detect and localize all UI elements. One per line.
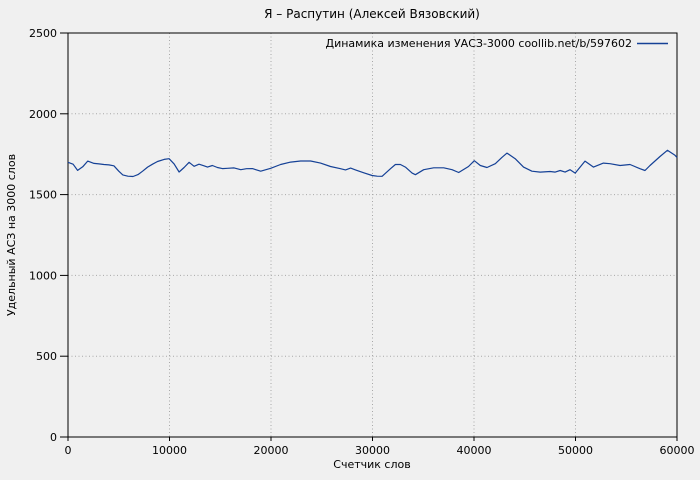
series-layer xyxy=(67,42,678,178)
grid-layer xyxy=(68,33,677,437)
x-tick-label: 30000 xyxy=(355,444,390,457)
y-tick-label: 1000 xyxy=(29,269,57,282)
x-tick-label: 40000 xyxy=(457,444,492,457)
axis-layer: 0 10000 20000 30000 40000 50000 60000 0 500 1000 1… xyxy=(29,27,695,457)
x-tick-label: 0 xyxy=(65,444,72,457)
y-tick-label: 2500 xyxy=(29,27,57,40)
x-tick-label: 50000 xyxy=(558,444,593,457)
data-line xyxy=(67,149,678,178)
x-tick-label: 20000 xyxy=(254,444,289,457)
x-tick-label: 60000 xyxy=(660,444,695,457)
chart-title: Я – Распутин (Алексей Вязовский) xyxy=(264,7,480,21)
y-tick-label: 500 xyxy=(36,350,57,363)
y-axis-label: Удельный АСЗ на 3000 слов xyxy=(5,154,18,316)
x-axis-label: Счетчик слов xyxy=(333,458,410,471)
x-tick-label: 10000 xyxy=(152,444,187,457)
y-tick-label: 0 xyxy=(50,431,57,444)
y-tick-label: 2000 xyxy=(29,108,57,121)
y-tick-label: 1500 xyxy=(29,189,57,202)
legend-label: Динамика изменения УАСЗ-3000 coollib.net… xyxy=(326,37,633,50)
